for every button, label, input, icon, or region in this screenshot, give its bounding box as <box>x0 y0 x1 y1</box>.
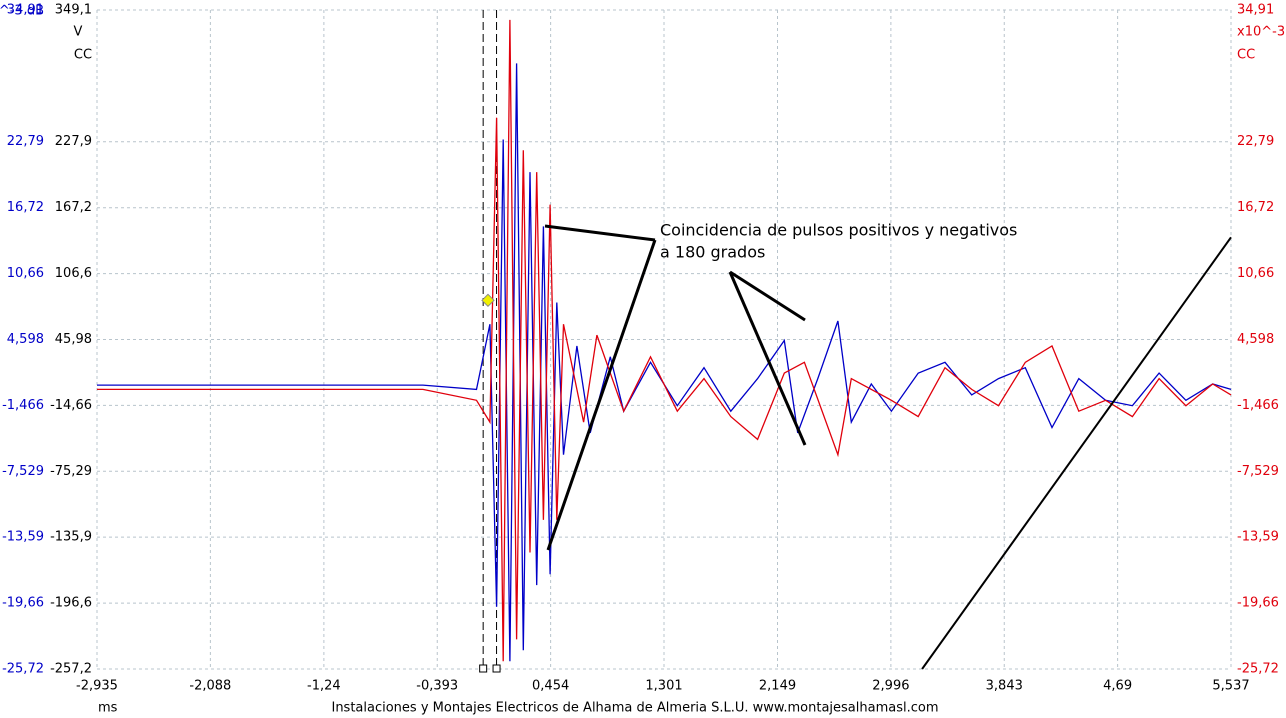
x-tick-label: 1,301 <box>645 679 682 694</box>
y3-tick-label: -19,66 <box>1237 596 1279 611</box>
y-coupling: CC <box>74 48 92 63</box>
y3-tick-label: -13,59 <box>1237 530 1279 545</box>
y3-tick-label: 4,598 <box>1237 332 1274 347</box>
y-tick-label: -14,66 <box>50 398 92 413</box>
trace <box>97 19 1232 662</box>
y2-tick-label: -19,66 <box>2 596 44 611</box>
x-tick-label: 2,149 <box>759 679 796 694</box>
arrow <box>544 224 656 242</box>
x-tick-label: -2,088 <box>189 679 231 694</box>
arrow <box>729 270 806 322</box>
y-tick-label: 227,9 <box>55 134 92 149</box>
y2-unit: ^-3 dB <box>0 4 44 19</box>
x-unit: ms <box>98 701 118 716</box>
trigger-marker <box>481 293 495 308</box>
y3-tick-label: 16,72 <box>1237 200 1274 215</box>
y-tick-label: -75,29 <box>50 464 92 479</box>
y-tick-label: -257,2 <box>50 662 92 677</box>
y-tick-label: 349,1 <box>55 3 92 18</box>
annotation-arrows <box>544 224 807 551</box>
y-tick-label: -196,6 <box>50 596 92 611</box>
arrow <box>546 239 657 551</box>
y3-tick-label: -1,466 <box>1237 398 1279 413</box>
y2-tick-label: -25,72 <box>2 662 44 677</box>
footer: Instalaciones y Montajes Electricos de A… <box>331 701 938 716</box>
annotation: Coincidencia de pulsos positivos y negat… <box>660 221 1017 240</box>
y-tick-label: 106,6 <box>55 266 92 281</box>
y3-unit: x10^-3 <box>1237 25 1285 40</box>
y2-tick-label: -7,529 <box>2 464 44 479</box>
x-tick-label: 4,69 <box>1103 679 1132 694</box>
x-tick-label: -1,24 <box>307 679 341 694</box>
y-tick-label: -135,9 <box>50 530 92 545</box>
cursor-handle <box>492 664 501 673</box>
y2-tick-label: -1,466 <box>2 398 44 413</box>
annotation: a 180 grados <box>660 243 765 262</box>
x-tick-label: -0,393 <box>416 679 458 694</box>
y3-tick-label: -25,72 <box>1237 662 1279 677</box>
y2-tick-label: -13,59 <box>2 530 44 545</box>
trace <box>921 236 1232 670</box>
y3-tick-label: 10,66 <box>1237 266 1274 281</box>
y-unit: V <box>74 25 83 40</box>
y-tick-label: 167,2 <box>55 200 92 215</box>
arrow <box>728 271 807 446</box>
x-tick-label: 2,996 <box>872 679 909 694</box>
x-tick-label: 3,843 <box>986 679 1023 694</box>
y2-tick-label: 22,79 <box>7 134 44 149</box>
y2-tick-label: 16,72 <box>7 200 44 215</box>
y2-tick-label: 34,91 <box>7 3 44 18</box>
cursor-handle <box>479 664 488 673</box>
x-tick-label: 5,537 <box>1212 679 1249 694</box>
x-tick-label: 0,454 <box>532 679 569 694</box>
y2-tick-label: 4,598 <box>7 332 44 347</box>
y3-coupling: CC <box>1237 48 1255 63</box>
y-tick-label: 45,98 <box>55 332 92 347</box>
y3-tick-label: -7,529 <box>1237 464 1279 479</box>
trace <box>97 63 1232 662</box>
plot-area <box>96 9 1232 673</box>
y3-tick-label: 34,91 <box>1237 3 1274 18</box>
y2-tick-label: 10,66 <box>7 266 44 281</box>
y3-tick-label: 22,79 <box>1237 134 1274 149</box>
x-tick-label: -2,935 <box>76 679 118 694</box>
